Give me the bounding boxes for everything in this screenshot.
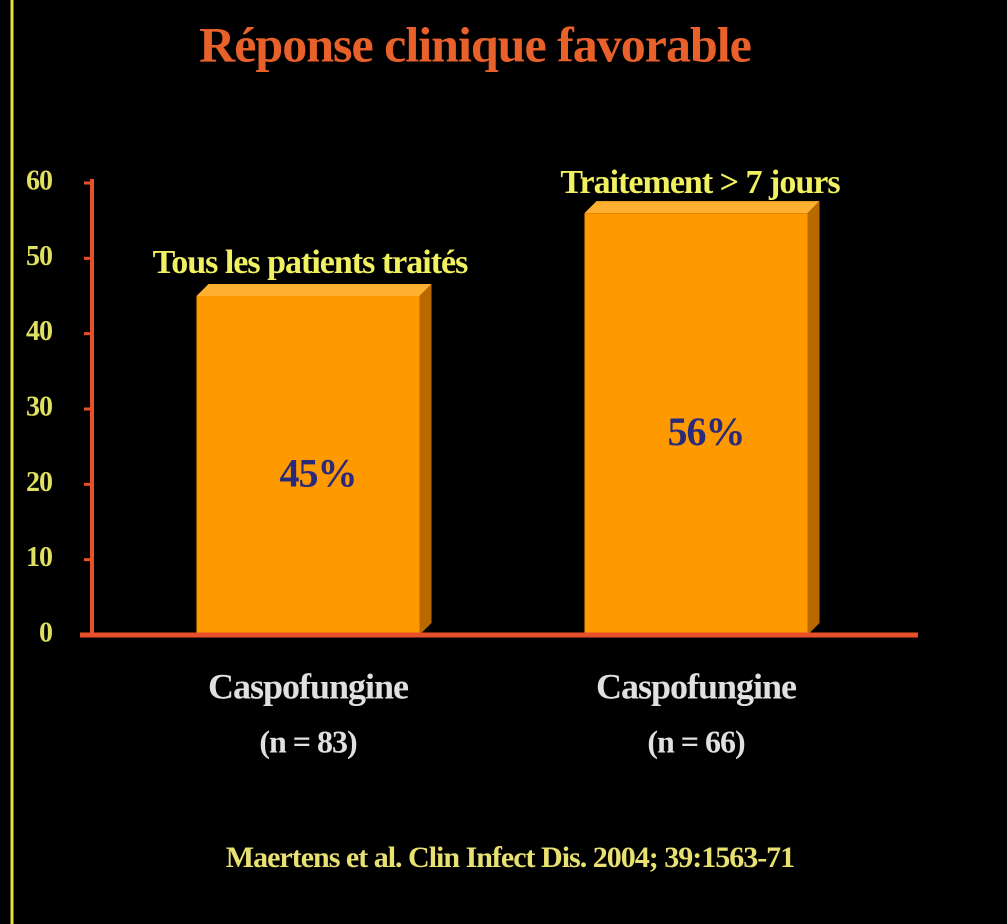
- bar-top: [584, 201, 820, 214]
- bar-side: [419, 284, 432, 635]
- y-tick-label: 30: [26, 391, 52, 422]
- x-tick-sublabel: (n = 66): [647, 723, 745, 759]
- y-tick-label: 40: [26, 316, 52, 347]
- value-label: 45%: [280, 451, 357, 496]
- y-tick-label: 50: [26, 241, 52, 272]
- x-tick-label: Caspofungine: [208, 666, 409, 706]
- y-tick-label: 10: [26, 542, 52, 573]
- bar-side: [807, 201, 820, 635]
- x-tick-label: Caspofungine: [596, 666, 797, 706]
- chart-title: Réponse clinique favorable: [199, 16, 751, 72]
- group-label: Traitement > 7 jours: [560, 164, 840, 201]
- bar: [584, 213, 808, 635]
- bar: [196, 296, 420, 635]
- group-label: Tous les patients traités: [153, 244, 468, 281]
- y-tick-label: 0: [39, 617, 52, 648]
- bar-top: [196, 284, 432, 296]
- x-tick-sublabel: (n = 83): [259, 723, 357, 759]
- y-tick-label: 60: [26, 165, 52, 196]
- value-label: 56%: [668, 409, 745, 454]
- source: Maertens et al. Clin Infect Dis. 2004; 3…: [226, 841, 794, 874]
- y-tick-label: 20: [26, 467, 52, 498]
